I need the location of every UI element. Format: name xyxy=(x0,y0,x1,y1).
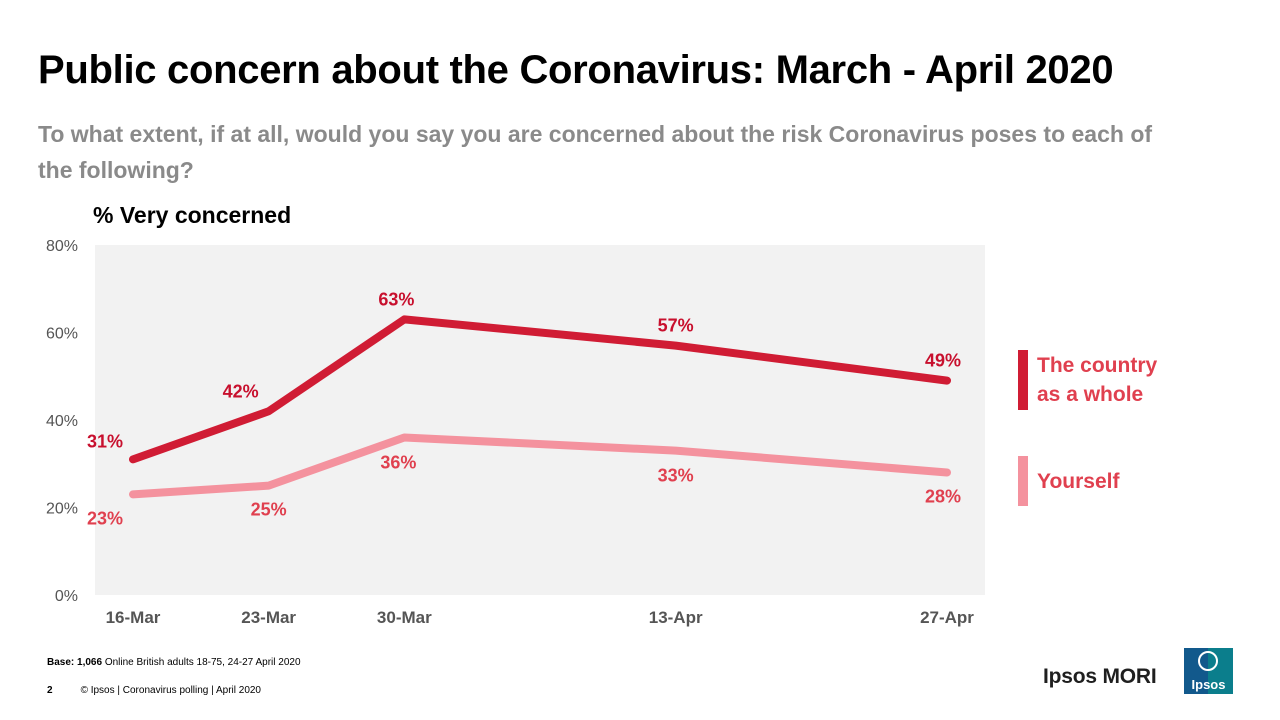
legend-label-yourself: Yourself xyxy=(1037,470,1120,493)
y-tick-label: 60% xyxy=(46,326,78,343)
measure-label: % Very concerned xyxy=(93,202,292,228)
base-note-bold: Base: 1,066 xyxy=(47,657,103,668)
brand-name: Ipsos MORI xyxy=(1043,665,1157,688)
data-label-yourself: 25% xyxy=(251,500,287,520)
page-number: 2 xyxy=(47,685,53,696)
series-line-yourself xyxy=(129,433,951,499)
x-tick-label: 23-Mar xyxy=(241,608,296,627)
legend-item-yourself: Yourself xyxy=(1018,456,1187,506)
legend-label-country-line1: The country xyxy=(1037,354,1158,377)
legend-label-country: The country as a whole xyxy=(1037,351,1187,409)
y-tick-label: 80% xyxy=(46,238,78,255)
y-tick-label: 0% xyxy=(55,588,78,605)
data-label-country: 42% xyxy=(223,381,259,401)
data-label-yourself: 33% xyxy=(658,466,694,486)
x-tick-label: 27-Apr xyxy=(920,608,974,627)
data-label-country: 63% xyxy=(378,289,414,309)
page-subtitle: To what extent, if at all, would you say… xyxy=(38,121,1153,183)
copyright-text: © Ipsos | Coronavirus polling | April 20… xyxy=(80,685,261,696)
data-label-country: 31% xyxy=(87,431,123,451)
data-label-yourself: 36% xyxy=(380,453,416,473)
base-note: Base: 1,066 Online British adults 18-75,… xyxy=(47,657,301,668)
legend-label-country-line2: as a whole xyxy=(1037,383,1144,406)
plot-area xyxy=(95,245,985,595)
series-line-country xyxy=(129,315,951,464)
page-title: Public concern about the Coronavirus: Ma… xyxy=(38,48,1114,92)
data-label-country: 49% xyxy=(925,351,961,371)
ipsos-logo-text: Ipsos xyxy=(1192,677,1226,692)
y-tick-label: 40% xyxy=(46,413,78,430)
x-tick-label: 13-Apr xyxy=(649,608,703,627)
data-label-yourself: 23% xyxy=(87,508,123,528)
legend-swatch-yourself xyxy=(1018,456,1028,506)
data-label-country: 57% xyxy=(658,316,694,336)
footer: 2 © Ipsos | Coronavirus polling | April 2… xyxy=(47,685,261,696)
data-label-yourself: 28% xyxy=(925,487,961,507)
x-tick-label: 16-Mar xyxy=(106,608,161,627)
legend-swatch-country xyxy=(1018,350,1028,410)
x-tick-label: 30-Mar xyxy=(377,608,432,627)
legend-item-country: The country as a whole xyxy=(1018,350,1187,410)
y-tick-label: 20% xyxy=(46,501,78,518)
base-note-text: Online British adults 18-75, 24-27 April… xyxy=(102,657,301,668)
ipsos-logo: Ipsos xyxy=(1184,648,1233,694)
